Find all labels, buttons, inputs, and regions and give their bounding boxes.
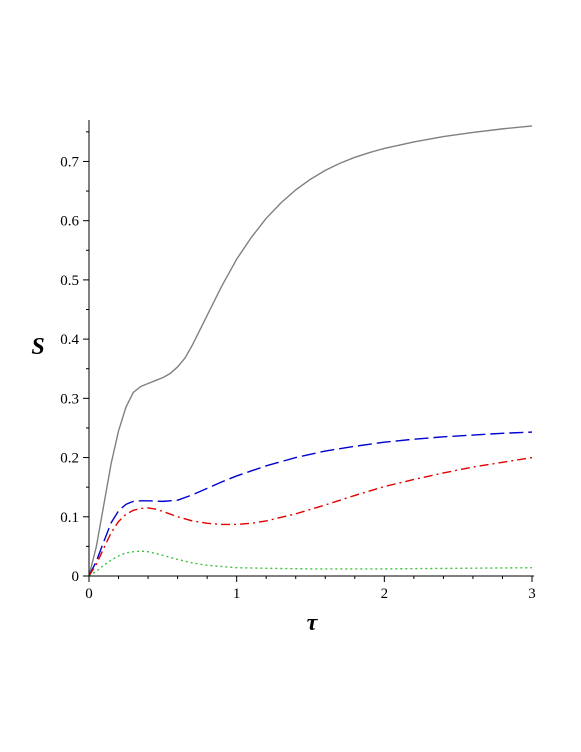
y-tick-label: 0.2 (60, 451, 79, 467)
y-tick-label: 0.7 (60, 154, 79, 170)
x-tick-label: 2 (381, 586, 389, 602)
y-tick-label: 0 (72, 569, 80, 585)
x-axis-label: τ (307, 610, 319, 636)
series-line-1 (88, 125, 533, 577)
axes-layer: 0 1 2 3 0 0.1 0.2 0.3 0.4 0.5 0.6 0.7 (60, 120, 536, 602)
x-tick-label: 0 (85, 586, 93, 602)
y-axis-label: S (31, 334, 44, 360)
y-tick-label: 0.5 (60, 273, 79, 289)
series-layer (88, 125, 533, 577)
x-tick-label: 1 (233, 586, 241, 602)
series-line-2 (88, 431, 533, 577)
y-tick-label: 0.4 (60, 332, 79, 348)
series-line-4 (88, 550, 533, 577)
y-tick-label: 0.3 (60, 391, 79, 407)
series-line-3 (88, 456, 533, 577)
y-tick-label: 0.1 (60, 510, 79, 526)
x-tick-label: 3 (528, 586, 536, 602)
y-tick-label: 0.6 (60, 214, 79, 230)
